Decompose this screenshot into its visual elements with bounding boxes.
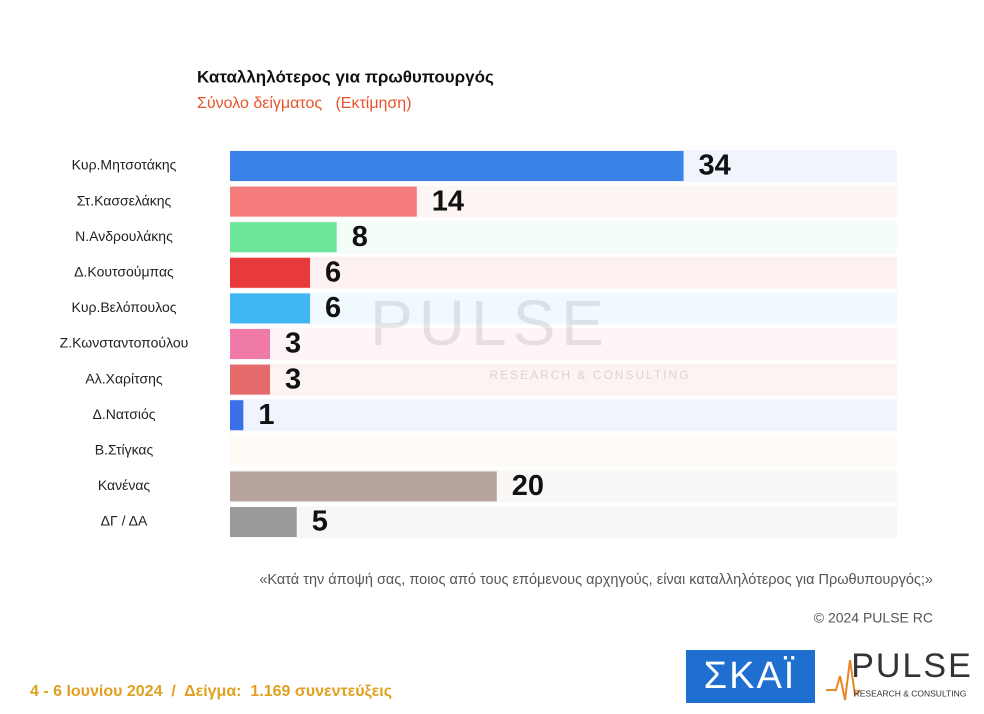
bar bbox=[230, 507, 297, 537]
pulse-logo: PULSE bbox=[851, 647, 973, 685]
category-label: Δ.Νατσιός bbox=[92, 406, 155, 422]
bar-track bbox=[230, 434, 897, 467]
value-label: 8 bbox=[352, 221, 368, 253]
question: «Κατά την άποψή σας, ποιος από τους επόμ… bbox=[259, 572, 933, 588]
skai-logo: ΣΚΑΪ bbox=[704, 655, 797, 697]
category-label: Κυρ.Βελόπουλος bbox=[71, 299, 176, 315]
skai-logo-box bbox=[686, 650, 815, 703]
category-label: Δ.Κουτσούμπας bbox=[74, 264, 174, 280]
value-label: 6 bbox=[325, 292, 341, 324]
chart-title: Καταλληλότερος για πρωθυπουργός bbox=[197, 67, 494, 86]
bar bbox=[230, 293, 311, 324]
bar bbox=[230, 151, 684, 181]
bar-track bbox=[230, 328, 897, 360]
category-label: Ν.Ανδρουλάκης bbox=[75, 228, 173, 244]
chart-subtitle: Σύνολο δείγματος (Εκτίμηση) bbox=[197, 95, 412, 112]
bar-track bbox=[230, 506, 897, 538]
bar bbox=[230, 186, 417, 217]
category-label: Κυρ.Μητσοτάκης bbox=[72, 157, 177, 173]
value-label: 6 bbox=[325, 256, 341, 288]
category-label: Αλ.Χαρίτσης bbox=[85, 370, 162, 386]
bar bbox=[230, 329, 271, 359]
bar-track bbox=[230, 221, 897, 254]
bar-track bbox=[230, 399, 897, 432]
value-label: 3 bbox=[285, 363, 301, 395]
value-label: 3 bbox=[285, 328, 301, 360]
bar-track bbox=[230, 256, 897, 289]
category-label: Κανένας bbox=[98, 477, 151, 493]
bar bbox=[230, 471, 497, 502]
pulse-icon bbox=[826, 659, 861, 701]
bar-track bbox=[230, 363, 897, 396]
value-label: 1 bbox=[258, 399, 274, 431]
pulse-tagline: RESEARCH & CONSULTING bbox=[854, 688, 967, 698]
copyright: © 2024 PULSE RC bbox=[814, 610, 933, 626]
category-label: ΔΓ / ΔΑ bbox=[101, 513, 148, 529]
category-label: Ζ.Κωνσταντοπούλου bbox=[60, 335, 189, 351]
bar bbox=[230, 222, 337, 253]
watermark-tagline: RESEARCH & CONSULTING bbox=[489, 368, 690, 382]
bar-track bbox=[230, 292, 897, 325]
footer: 4 - 6 Ιουνίου 2024 / Δείγμα: 1.169 συνεν… bbox=[30, 683, 392, 700]
category-label: Β.Στίγκας bbox=[95, 442, 154, 458]
value-label: 34 bbox=[699, 150, 731, 182]
category-label: Στ.Κασσελάκης bbox=[77, 192, 172, 208]
bar bbox=[230, 400, 244, 431]
value-label: 14 bbox=[432, 185, 464, 217]
bar bbox=[230, 364, 271, 395]
bar bbox=[230, 257, 311, 288]
value-label: 5 bbox=[312, 506, 328, 538]
watermark: PULSE bbox=[370, 287, 610, 359]
value-label: 20 bbox=[512, 470, 544, 502]
